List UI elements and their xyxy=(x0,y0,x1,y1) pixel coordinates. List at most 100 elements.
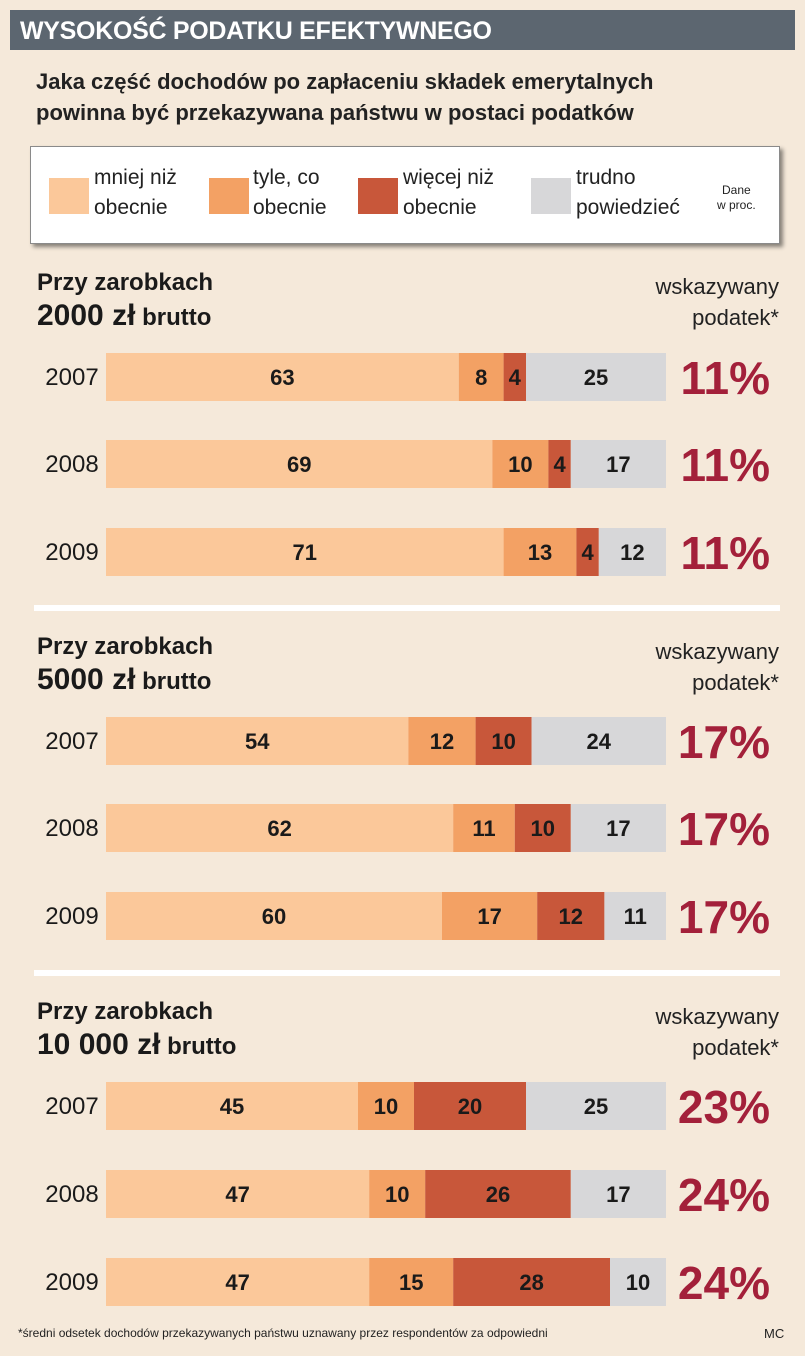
data-label-same: 13 xyxy=(528,540,552,565)
legend-label-more: więcej niż obecnie xyxy=(403,166,495,219)
data-label-less: 47 xyxy=(225,1182,249,1207)
section-divider xyxy=(34,605,780,611)
year-label: 2008 xyxy=(45,815,98,842)
bar-segment-same xyxy=(369,1170,426,1218)
banner-title: WYSOKOŚĆ PODATKU EFEKTYWNEGO xyxy=(20,17,492,45)
bar-segment-hard-to-say xyxy=(570,1170,666,1218)
legend-data-note: Dane w proc. xyxy=(717,183,756,212)
bar-segment-less xyxy=(106,892,442,940)
data-label-more: 10 xyxy=(531,816,555,841)
bar-segment-hard-to-say xyxy=(570,440,666,488)
bar-segment-same xyxy=(453,804,515,852)
bar-segment-less xyxy=(106,804,454,852)
bar-segment-less xyxy=(106,353,459,401)
bar-segment-same xyxy=(408,717,476,765)
data-label-hard-to-say: 12 xyxy=(620,540,644,565)
bar-segment-less xyxy=(106,717,409,765)
legend-label-less: mniej niż obecnie xyxy=(94,166,177,219)
year-label: 2007 xyxy=(45,364,98,391)
indicated-tax-value: 11% xyxy=(680,527,770,579)
bar-segment-more xyxy=(425,1170,571,1218)
year-label: 2008 xyxy=(45,1181,98,1208)
bar-segment-less xyxy=(106,528,504,576)
section-amount: 10 000 zł xyxy=(37,1028,161,1061)
data-label-more: 26 xyxy=(486,1182,510,1207)
bar-segment-more xyxy=(576,528,599,576)
data-label-more: 4 xyxy=(553,452,566,477)
indicated-tax-value: 17% xyxy=(678,803,770,855)
bar-segment-same xyxy=(442,892,538,940)
bar-segment-hard-to-say xyxy=(570,804,666,852)
header-banner: WYSOKOŚĆ PODATKU EFEKTYWNEGO xyxy=(10,10,795,50)
bar-segment-less xyxy=(106,1258,370,1306)
data-label-hard-to-say: 17 xyxy=(606,452,630,477)
bar-segment-same xyxy=(358,1082,414,1130)
indicated-tax-header: wskazywany podatek* xyxy=(655,274,779,330)
section-amount: 5000 zł xyxy=(37,663,136,696)
section-amount: 2000 zł xyxy=(37,299,136,332)
data-label-more: 12 xyxy=(559,904,583,929)
data-label-hard-to-say: 10 xyxy=(626,1270,650,1295)
data-label-less: 60 xyxy=(262,904,286,929)
indicated-tax-header: wskazywany podatek* xyxy=(655,1004,779,1060)
data-label-more: 28 xyxy=(519,1270,543,1295)
data-label-same: 15 xyxy=(399,1270,423,1295)
year-label: 2007 xyxy=(45,728,98,755)
data-label-more: 4 xyxy=(581,540,594,565)
bar-segment-same xyxy=(492,440,549,488)
data-label-less: 45 xyxy=(220,1094,244,1119)
indicated-tax-value: 17% xyxy=(678,716,770,768)
bar-segment-less xyxy=(106,1170,370,1218)
data-label-hard-to-say: 17 xyxy=(606,1182,630,1207)
bar-segment-less xyxy=(106,440,493,488)
bar-segment-more xyxy=(414,1082,526,1130)
year-label: 2009 xyxy=(45,539,98,566)
data-label-less: 69 xyxy=(287,452,311,477)
year-label: 2009 xyxy=(45,1269,98,1296)
legend: mniej niż obecnie tyle, co obecnie więcej … xyxy=(30,146,780,244)
data-label-less: 54 xyxy=(245,729,270,754)
data-label-more: 20 xyxy=(458,1094,482,1119)
legend-label-same: tyle, co obecnie xyxy=(253,166,327,219)
legend-swatch-hard-to-say xyxy=(531,178,571,214)
bar-segment-more xyxy=(475,717,532,765)
bar-segment-hard-to-say xyxy=(604,892,666,940)
data-label-same: 10 xyxy=(508,452,532,477)
chart-subtitle: Jaka część dochodów po zapłaceniu składe… xyxy=(36,66,776,128)
bar-segment-same xyxy=(369,1258,454,1306)
bar-segment-hard-to-say xyxy=(531,717,666,765)
indicated-tax-value: 11% xyxy=(680,439,770,491)
bar-segment-more xyxy=(514,804,571,852)
year-label: 2008 xyxy=(45,451,98,478)
indicated-tax-header: wskazywany podatek* xyxy=(655,639,779,695)
data-label-hard-to-say: 11 xyxy=(624,904,647,929)
data-label-hard-to-say: 24 xyxy=(587,729,612,754)
indicated-tax-value: 24% xyxy=(678,1169,770,1221)
legend-swatch-less xyxy=(49,178,89,214)
bar-segment-hard-to-say xyxy=(610,1258,666,1306)
data-label-same: 17 xyxy=(477,904,501,929)
section-title-2000: Przy zarobkach 2000 zł brutto xyxy=(37,269,214,332)
legend-swatch-more xyxy=(358,178,398,214)
data-label-same: 10 xyxy=(385,1182,409,1207)
section-title-5000: Przy zarobkach 5000 zł brutto xyxy=(37,633,214,696)
data-label-same: 11 xyxy=(472,816,495,841)
subtitle-line-2: powinna być przekazywana państwu w posta… xyxy=(36,100,634,125)
data-label-less: 63 xyxy=(270,365,294,390)
bar-segment-same xyxy=(458,353,504,401)
indicated-tax-value: 17% xyxy=(678,891,770,943)
indicated-tax-value: 11% xyxy=(680,352,770,404)
section-divider xyxy=(34,970,780,976)
bar-segment-more xyxy=(537,892,605,940)
data-label-hard-to-say: 25 xyxy=(584,365,608,390)
indicated-tax-value: 23% xyxy=(678,1081,770,1133)
data-label-hard-to-say: 25 xyxy=(584,1094,608,1119)
subtitle-line-1: Jaka część dochodów po zapłaceniu składe… xyxy=(36,69,654,94)
legend-swatch-same xyxy=(209,178,249,214)
data-label-less: 62 xyxy=(267,816,291,841)
data-label-more: 10 xyxy=(491,729,515,754)
data-label-same: 10 xyxy=(374,1094,398,1119)
bar-segment-hard-to-say xyxy=(598,528,666,576)
data-label-same: 12 xyxy=(430,729,454,754)
